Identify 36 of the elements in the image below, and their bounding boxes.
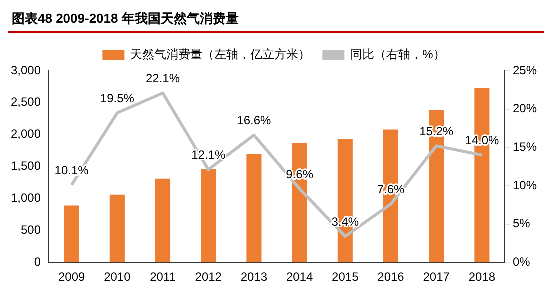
data-label: 22.1% xyxy=(146,72,180,86)
chart-title: 图表48 2009-2018 年我国天然气消费量 xyxy=(8,8,544,33)
y2-tick-label: 10% xyxy=(512,178,538,192)
x-tick-label: 2014 xyxy=(286,270,314,284)
x-tick-label: 2016 xyxy=(378,270,405,284)
x-tick-label: 2017 xyxy=(423,270,450,284)
x-tick-label: 2009 xyxy=(58,270,86,284)
y-tick-label: 3,000 xyxy=(11,63,42,78)
y2-tick-label: 20% xyxy=(512,102,538,116)
x-tick-label: 2012 xyxy=(195,270,222,284)
y2-tick-label: 25% xyxy=(512,63,538,78)
y2-tick-label: 0% xyxy=(512,254,531,269)
legend-label: 同比（右轴，%） xyxy=(350,47,446,62)
x-tick-label: 2010 xyxy=(104,270,132,284)
y2-tick-label: 15% xyxy=(512,140,538,154)
data-label: 16.6% xyxy=(237,114,272,128)
y-tick-label: 1,000 xyxy=(11,191,42,206)
legend-label: 天然气消费量（左轴，亿立方米） xyxy=(130,47,311,62)
data-label: 10.1% xyxy=(54,164,90,178)
y-tick-label: 2,500 xyxy=(11,95,42,110)
bar xyxy=(155,178,171,263)
y-tick-label: 1,500 xyxy=(11,159,42,174)
data-label: 19.5% xyxy=(100,91,135,106)
x-tick-label: 2015 xyxy=(332,270,360,284)
y-tick-label: 500 xyxy=(21,222,42,237)
data-label: 12.1% xyxy=(192,148,226,162)
y-tick-label: 2,000 xyxy=(11,127,42,142)
bar xyxy=(110,194,125,263)
x-tick-label: 2011 xyxy=(150,270,176,284)
bar xyxy=(201,169,216,263)
bar xyxy=(246,154,262,263)
x-tick-label: 2018 xyxy=(468,270,496,284)
bar xyxy=(64,206,80,263)
x-tick-label: 2013 xyxy=(240,270,268,284)
y-tick-label: 0 xyxy=(34,254,42,269)
y2-tick-label: 5% xyxy=(512,216,531,231)
